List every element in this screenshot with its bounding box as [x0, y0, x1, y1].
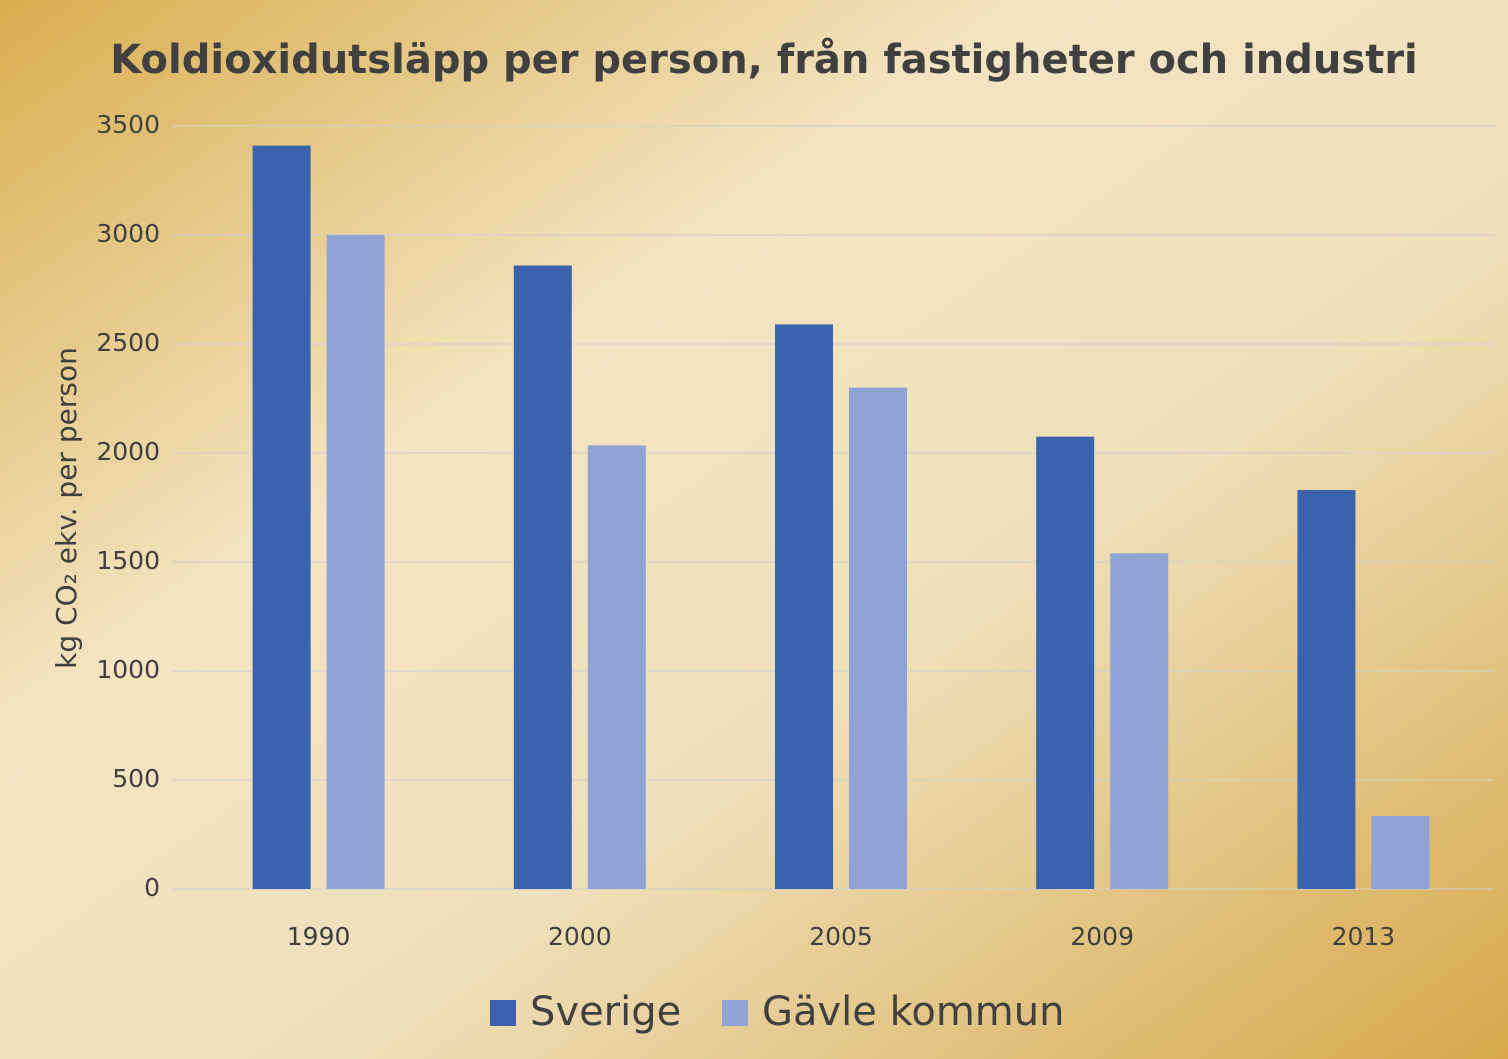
legend-swatch	[490, 1000, 516, 1026]
bar	[849, 387, 907, 889]
bar	[1297, 490, 1356, 889]
legend-swatch	[722, 1000, 748, 1026]
bar	[587, 445, 646, 889]
x-tick-label: 2013	[1332, 922, 1396, 951]
bar	[326, 235, 385, 889]
y-tick-label: 3000	[96, 219, 160, 248]
y-tick-label: 2000	[96, 437, 160, 466]
legend-label: Sverige	[530, 989, 681, 1035]
y-tick-label: 500	[112, 764, 160, 793]
bar	[1371, 815, 1430, 889]
x-tick-label: 2009	[1070, 922, 1134, 951]
y-tick-label: 2500	[96, 328, 160, 357]
bar	[1110, 553, 1169, 889]
y-tick-label: 0	[144, 873, 160, 902]
x-tick-label: 2000	[548, 922, 612, 951]
x-tick-label: 1990	[287, 922, 351, 951]
chart-title: Koldioxidutsläpp per person, från fastig…	[110, 36, 1418, 83]
x-tick-label: 2005	[809, 922, 873, 951]
y-tick-label: 1500	[96, 546, 160, 575]
y-tick-label: 3500	[96, 110, 160, 139]
bar	[1036, 436, 1095, 889]
bar	[775, 324, 833, 889]
legend-label: Gävle kommun	[762, 989, 1064, 1035]
y-tick-label: 1000	[96, 655, 160, 684]
bar	[513, 265, 572, 889]
bar	[252, 145, 311, 889]
y-axis-label: kg CO₂ ekv. per person	[50, 347, 83, 669]
